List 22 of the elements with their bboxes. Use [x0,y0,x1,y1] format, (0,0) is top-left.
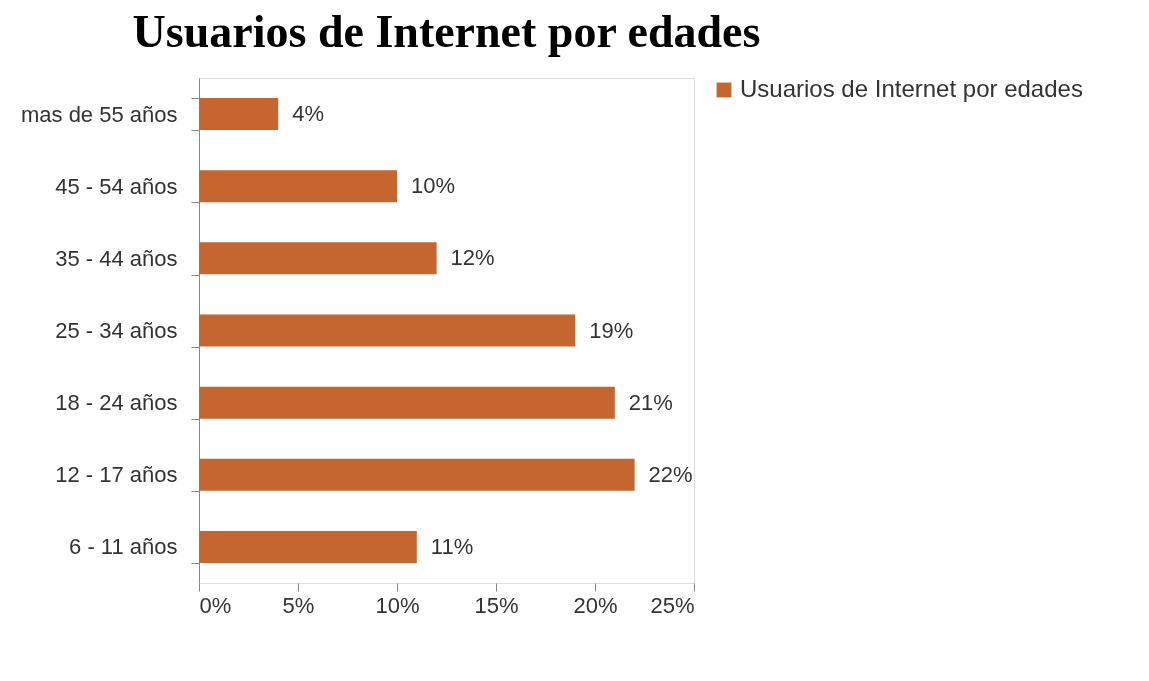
y-tick-label: 18 - 24 años [55,390,178,416]
x-tick-label: 0% [199,592,232,618]
y-tick-label: 35 - 44 años [55,245,178,271]
y-tick-label: 25 - 34 años [55,318,178,343]
x-tick-label: 15% [474,592,519,618]
legend-label: Usuarios de Internet por edades [740,75,1083,102]
data-label: 4% [292,101,324,127]
x-tick-label: 20% [573,592,618,618]
data-label: 11% [430,533,474,559]
y-tick-label: 12 - 17 años [55,462,178,488]
y-tick-label: mas de 55 años [20,101,178,127]
y-tick-label: 6 - 11 años [69,534,178,560]
data-label: 22% [648,461,693,487]
data-label: 10% [411,173,456,199]
y-tick-label: 45 - 54 años [55,173,178,199]
x-tick-label: 25% [650,592,695,618]
x-tick-label: 5% [282,592,315,618]
data-label: 21% [628,389,673,415]
x-tick-label: 10% [375,592,420,618]
data-label: 19% [589,317,634,343]
data-label: 12% [450,245,495,271]
chart-title: Usuarios de Internet por edades [132,6,761,57]
